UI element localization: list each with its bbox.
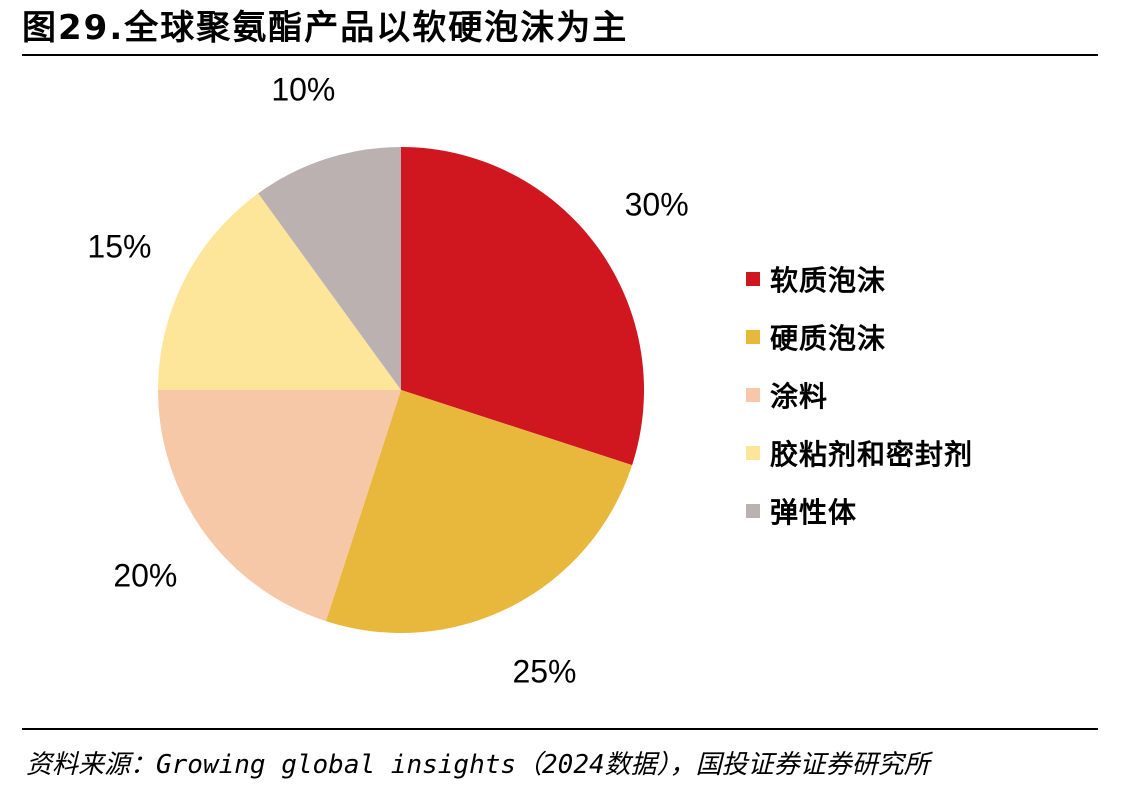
source-divider [22,728,1098,730]
slice-label-5: 10% [271,71,335,107]
pie-slice-5 [258,147,401,390]
legend-item-3: 涂料 [746,366,1046,424]
legend-swatch [746,272,760,286]
legend-label: 胶粘剂和密封剂 [770,438,974,471]
legend-label: 硬质泡沫 [770,322,887,355]
legend-label: 软质泡沫 [770,264,887,297]
slice-label-4: 15% [87,229,151,265]
slice-label-3: 20% [113,558,177,594]
legend-item-4: 胶粘剂和密封剂 [746,424,1046,482]
title-underline [22,54,1098,56]
slice-label-2: 25% [512,654,576,690]
legend-swatch [746,330,760,344]
legend-item-2: 硬质泡沫 [746,308,1046,366]
legend-swatch [746,504,760,518]
slice-label-1: 30% [625,186,689,222]
legend-label: 弹性体 [770,496,858,529]
legend-swatch [746,446,760,460]
pie-slice-4 [158,193,401,390]
legend-label: 涂料 [770,380,829,413]
pie-slice-1 [401,147,645,466]
legend-item-1: 软质泡沫 [746,250,1046,308]
chart-legend: 软质泡沫硬质泡沫涂料胶粘剂和密封剂 弹性体 [746,250,1046,540]
legend-item-5: 弹性体 [746,482,1046,540]
pie-slice-2 [325,390,633,633]
figure-title: 图29.全球聚氨酯产品以软硬泡沫为主 [22,8,629,48]
legend-swatch [746,388,760,402]
source-note: 资料来源：Growing global insights（2024数据），国投证… [26,750,930,780]
pie-slice-3 [158,390,401,622]
